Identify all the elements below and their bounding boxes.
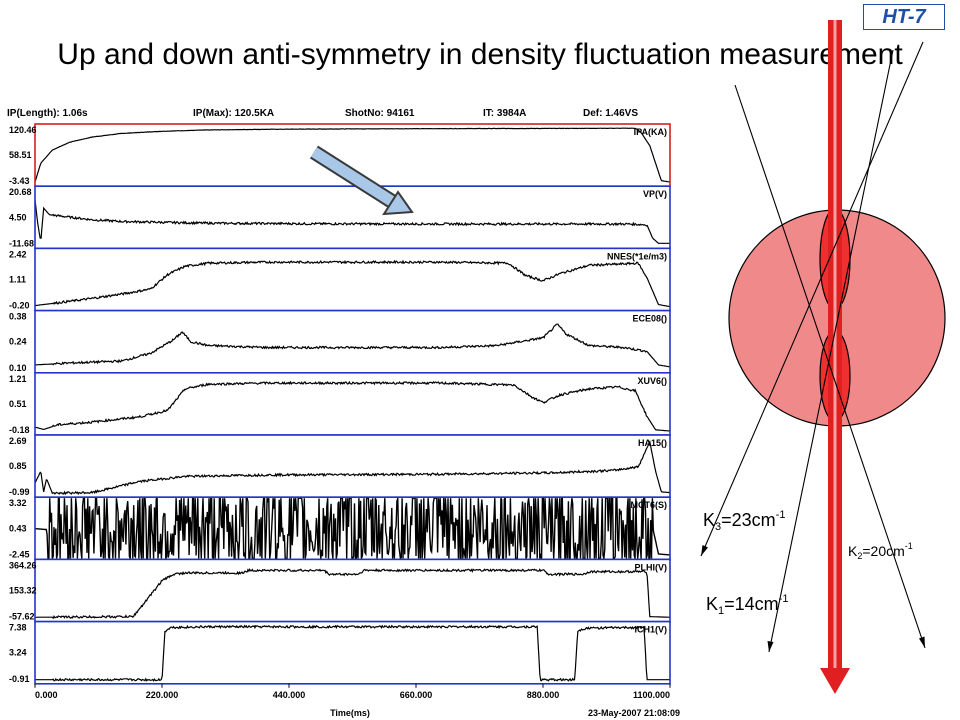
x-tick-label: 880.000 [527,690,560,700]
header-it: IT: 3984A [483,108,526,119]
y-tick-label: -0.18 [9,425,30,435]
panel-0: 120.46 58.51 -3.43 IPA(KA) [9,123,671,188]
channel-label: MCT6(S) [631,500,668,510]
panel-layer: 120.46 58.51 -3.43 IPA(KA) 20.68 4.50 -11.68 VP… [9,123,671,685]
scattering-rays [700,41,926,653]
trace-HA15() [34,439,670,496]
y-tick-label: 1.21 [9,374,27,384]
y-tick-label: 3.32 [9,498,27,508]
trace-IPA(KA) [34,127,670,183]
k1-label: K1=14cm-1 [706,593,788,617]
y-tick-label: 0.24 [9,337,27,347]
header-def: Def: 1.46VS [583,108,638,119]
y-tick-label: 0.43 [9,523,27,533]
y-tick-label: 3.24 [9,648,27,658]
y-tick-label: 364.26 [9,560,37,570]
panel-3: 0.38 0.24 0.10 ECE08() [9,309,671,374]
ht7-badge: HT-7 [863,4,945,30]
y-tick-label: 153.32 [9,586,37,596]
header-ip-max: IP(Max): 120.5KA [193,108,274,119]
y-tick-label: 2.69 [9,436,27,446]
panel-2: 2.42 1.11 -0.20 NNES(*1e/m3) [9,247,671,312]
panel-frame [34,620,671,685]
timestamp: 23-May-2007 21:08:09 [588,708,680,718]
k3-ray [700,41,924,557]
channel-label: HA15() [638,438,667,448]
channel-label: VP(V) [643,189,667,199]
panel-bg [35,310,670,373]
k2-ray [734,84,926,649]
plasma-diagram: K3=23cm-1 K2=20cm-1 K1=14cm-1 [700,20,946,694]
panel-bg [35,621,670,684]
k1-arrowhead [767,641,774,652]
trace-VP(V) [34,199,670,244]
trace-PLHI(V) [35,568,670,620]
y-tick-label: -0.20 [9,301,30,311]
panel-5: 2.69 0.85 -0.99 HA15() [9,434,671,499]
y-tick-label: 4.50 [9,212,27,222]
trace-XUV6() [34,380,670,432]
annotation-arrow-shaft [311,147,399,209]
y-tick-label: 0.10 [9,363,27,373]
y-tick-label: -0.91 [9,674,30,684]
y-tick-label: 120.46 [9,125,37,135]
y-tick-label: -11.68 [9,238,34,248]
y-tick-label: -57.62 [9,612,35,622]
panel-bg [35,435,670,498]
channel-label: ECE08() [632,314,667,324]
y-tick-label: 20.68 [9,187,32,197]
x-tick-label: 1100.000 [633,690,670,700]
k2-arrowhead [919,636,925,648]
channel-label: PLHI(V) [635,562,668,572]
panel-8: 7.38 3.24 -0.91 ICH1(V) [9,620,671,685]
panel-bg [35,248,670,311]
x-axis-title: Time(ms) [330,708,370,718]
channel-label: XUV6() [637,376,667,386]
panel-bg [35,559,670,622]
header-ip-length: IP(Length): 1.06s [7,108,88,119]
header-shot: ShotNo: 94161 [345,108,415,119]
trace-ECE08() [35,323,670,368]
y-tick-label: 0.51 [9,399,27,409]
slide-title: Up and down anti-symmetry in density flu… [57,38,903,71]
x-tick-label: 0.000 [35,690,58,700]
y-tick-label: 7.38 [9,623,27,633]
y-tick-label: -0.99 [9,487,30,497]
panel-4: 1.21 0.51 -0.18 XUV6() [9,371,671,436]
k3-arrowhead [701,545,708,556]
x-tick-labels: 0.000 220.000 440.000 660.000 880.000 1100.00… [34,683,671,700]
y-tick-label: -2.45 [9,549,30,559]
annotation-arrow-head [382,190,414,216]
trace-MCT6(S) [34,496,670,561]
y-tick-label: 58.51 [9,150,32,160]
panel-bg [35,186,670,249]
x-tick-label: 660.000 [400,690,433,700]
panel-6: 3.32 0.43 -2.45 MCT6(S) [9,496,671,561]
channel-label: NNES(*1e/m3) [607,251,667,261]
x-tick-label: 220.000 [146,690,179,700]
beam-arrowhead [820,668,850,694]
k3-label: K3=23cm-1 [703,509,785,533]
panel-7: 364.26 153.32 -57.62 PLHI(V) [9,558,671,623]
ray-arrowheads [701,545,925,652]
y-tick-label: 2.42 [9,249,27,259]
y-tick-label: -3.43 [9,176,30,186]
trace-ICH1(V) [35,624,670,682]
panel-1: 20.68 4.50 -11.68 VP(V) [9,185,671,250]
k1-ray [768,49,894,653]
y-tick-label: 0.38 [9,312,27,322]
x-tick-label: 440.000 [273,690,306,700]
y-tick-label: 1.11 [9,275,26,285]
channel-label: IPA(KA) [634,127,667,137]
channel-label: ICH1(V) [634,625,667,635]
trace-NNES(*1e/m3) [34,259,670,308]
y-tick-label: 0.85 [9,461,27,471]
k2-label: K2=20cm-1 [848,541,913,561]
